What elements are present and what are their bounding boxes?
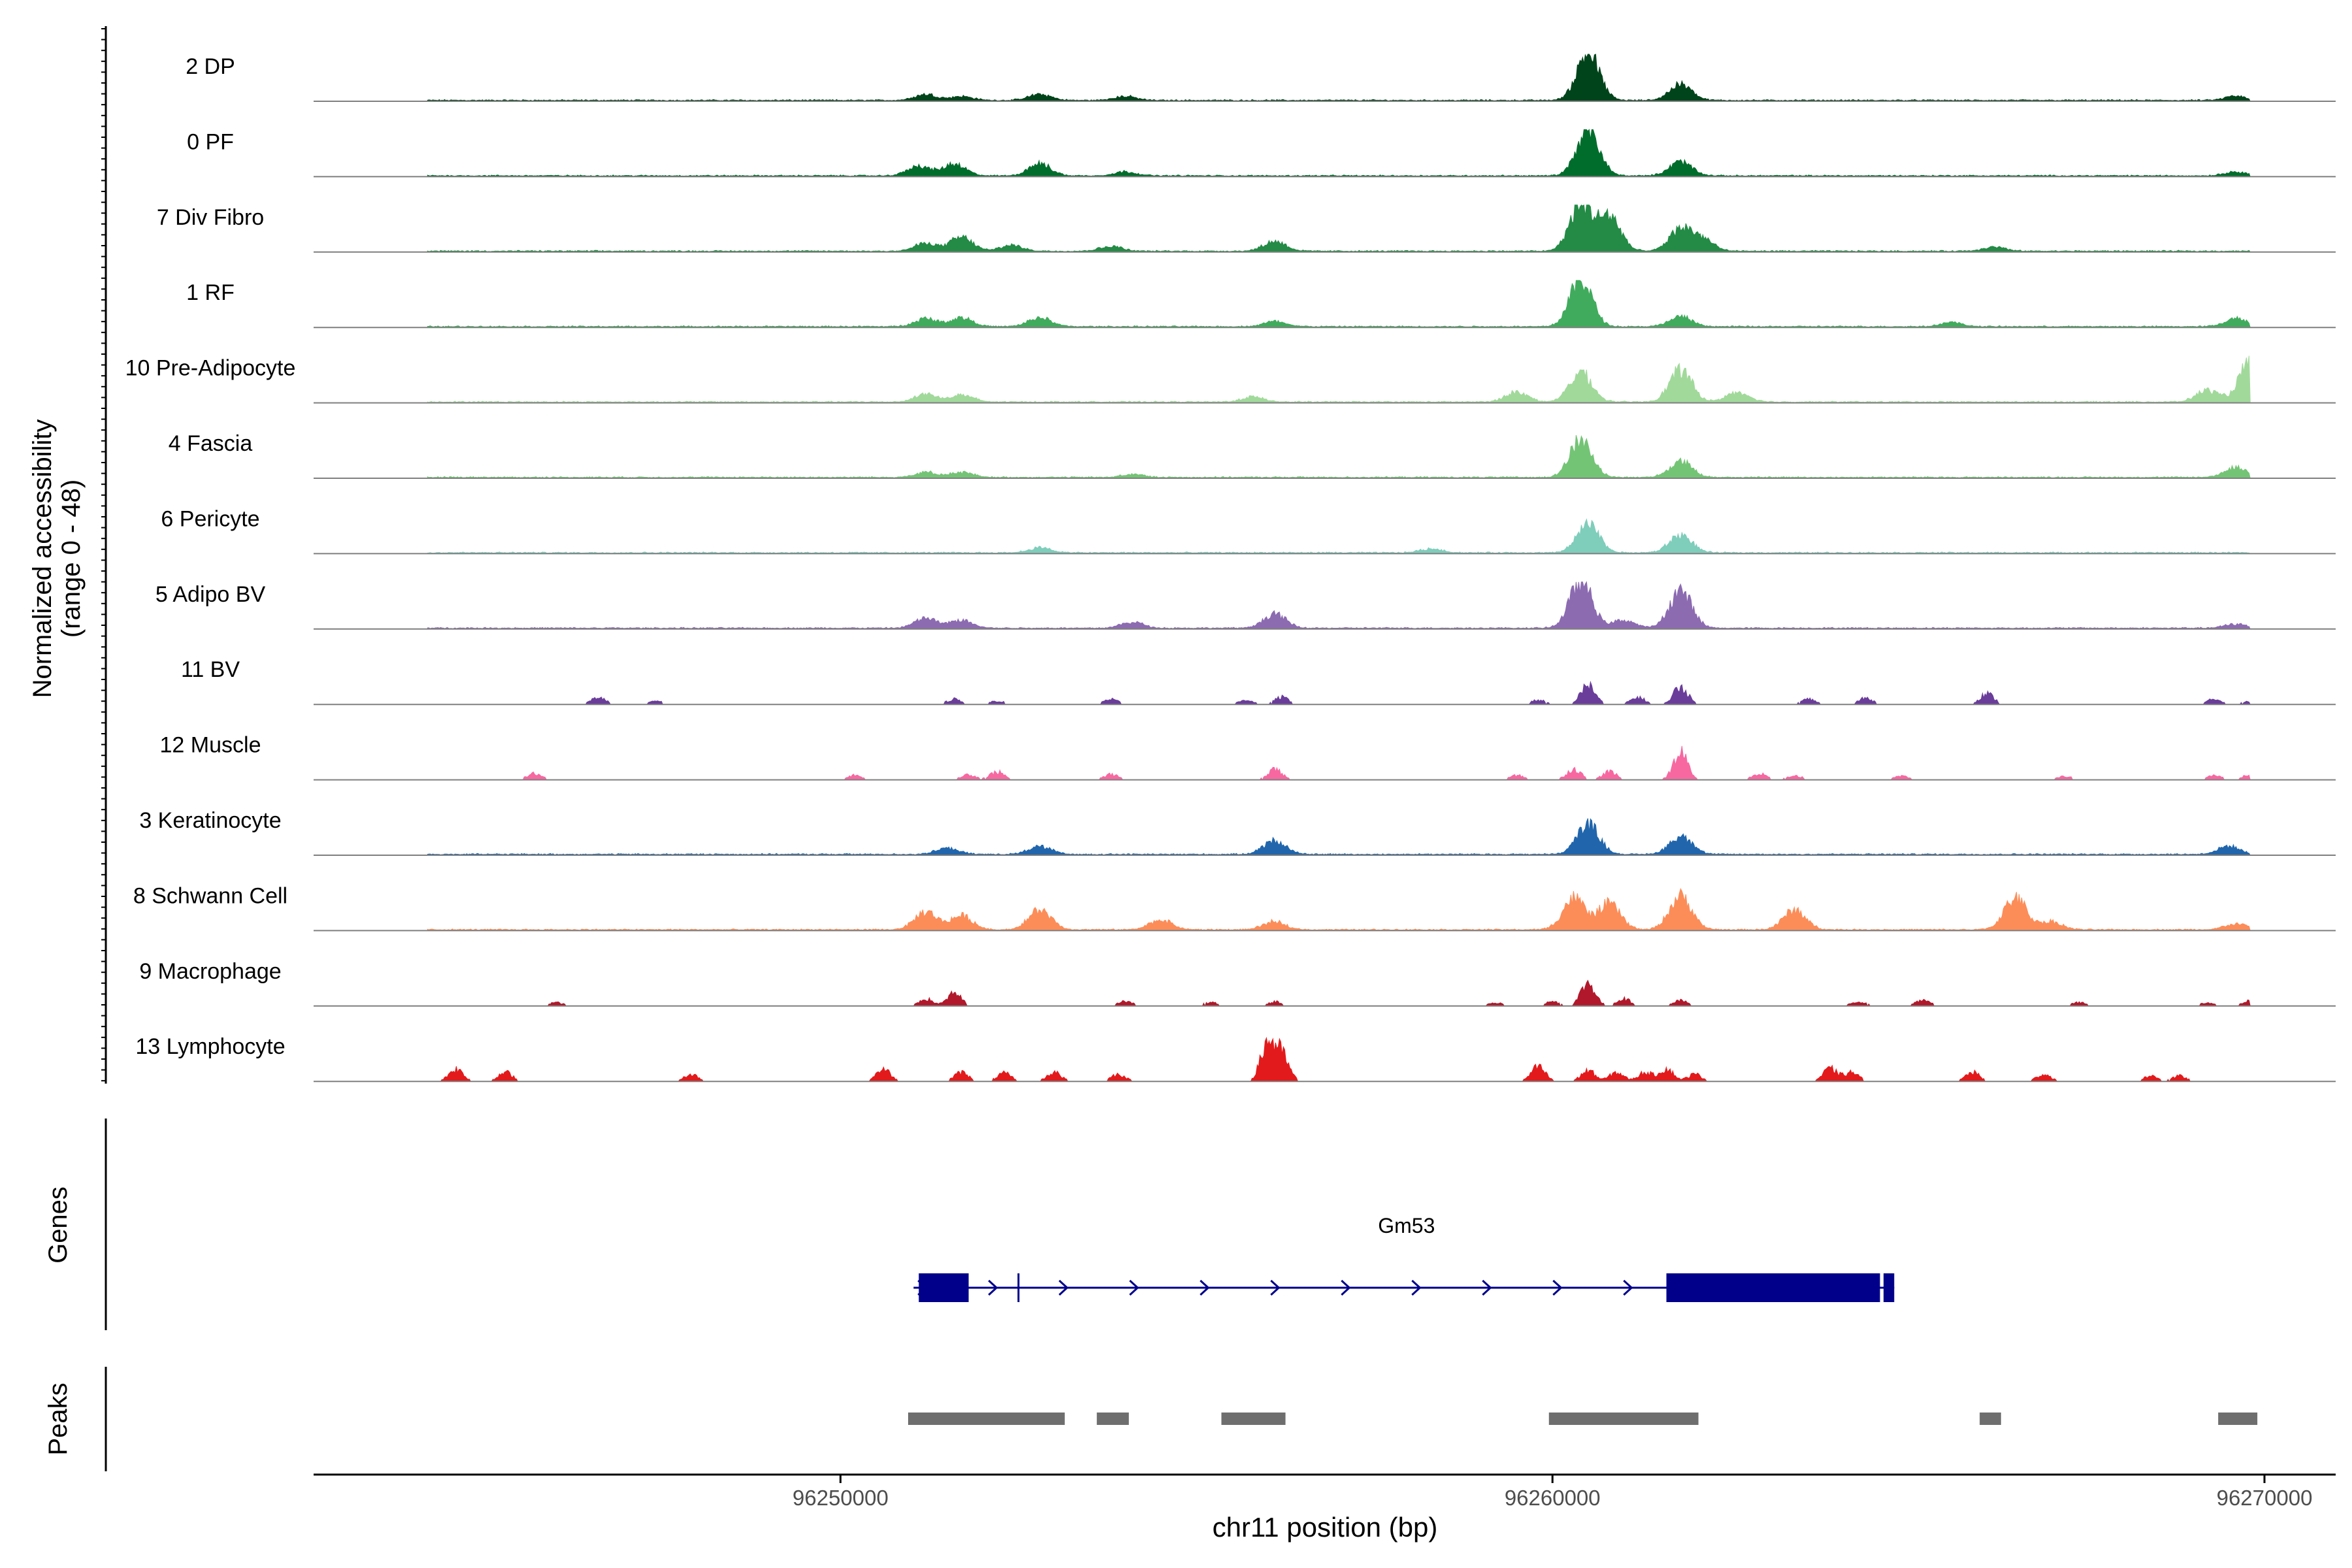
coverage-area xyxy=(427,818,2251,856)
track-label: 5 Adipo BV xyxy=(155,582,266,607)
track-12-muscle: 12 Muscle xyxy=(160,733,2336,781)
peaks-panel-label: Peaks xyxy=(44,1382,73,1455)
track-3-keratinocyte: 3 Keratinocyte xyxy=(139,808,2336,856)
genes-panel-label: Genes xyxy=(44,1186,73,1264)
track-label: 4 Fascia xyxy=(169,431,253,456)
peak-region xyxy=(907,1413,1065,1425)
strand-arrow xyxy=(988,1279,998,1296)
coverage-area xyxy=(427,888,2251,931)
genes-panel: Gm53 xyxy=(105,1119,1895,1330)
gene-exon xyxy=(1883,1273,1895,1302)
track-11-bv: 11 BV xyxy=(181,657,2336,706)
strand-arrow xyxy=(1552,1279,1563,1296)
track-label: 8 Schwann Cell xyxy=(133,883,287,908)
track-label: 6 Pericyte xyxy=(161,506,259,531)
coverage-area xyxy=(427,280,2251,328)
coverage-area xyxy=(427,581,2251,630)
coverage-area xyxy=(427,434,2251,479)
strand-arrow xyxy=(1623,1279,1633,1296)
track-label: 1 RF xyxy=(186,280,235,305)
x-axis: 96250000 96260000 96270000 xyxy=(314,1473,2336,1510)
track-0-pf: 0 PF xyxy=(187,129,2336,178)
strand-arrow xyxy=(1129,1279,1139,1296)
strand-arrow xyxy=(1411,1279,1422,1296)
peak-region xyxy=(1096,1413,1129,1425)
gene-exon xyxy=(919,1273,969,1302)
y-axis-sublabel: (range 0 - 48) xyxy=(57,480,86,638)
coverage-tracks: 2 DP 0 PF 7 Div Fibro 1 RF 10 Pre-Adipocyte 4… xyxy=(125,54,2336,1083)
track-2-dp: 2 DP xyxy=(186,54,2336,102)
peak-region xyxy=(2218,1413,2258,1425)
track-label: 2 DP xyxy=(186,54,235,79)
track-4-fascia: 4 Fascia xyxy=(169,431,2336,479)
x-axis-label: chr11 position (bp) xyxy=(1213,1512,1438,1543)
track-9-macrophage: 9 Macrophage xyxy=(139,959,2336,1007)
track-10-pre-adipocyte: 10 Pre-Adipocyte xyxy=(125,355,2336,404)
track-label: 9 Macrophage xyxy=(139,959,281,984)
track-label: 12 Muscle xyxy=(160,733,261,758)
track-label: 11 BV xyxy=(181,657,240,682)
track-8-schwann-cell: 8 Schwann Cell xyxy=(133,883,2336,932)
track-label: 3 Keratinocyte xyxy=(139,808,281,833)
strand-arrow xyxy=(1482,1279,1492,1296)
strand-arrow xyxy=(1200,1279,1210,1296)
gene-label: Gm53 xyxy=(1378,1214,1435,1237)
gene-exon xyxy=(1666,1273,1880,1302)
coverage-area xyxy=(427,129,2251,177)
x-tick-label: 96270000 xyxy=(2217,1486,2313,1510)
track-7-div-fibro: 7 Div Fibro xyxy=(157,204,2336,253)
peak-region xyxy=(1980,1413,2001,1425)
peaks-panel xyxy=(105,1367,2258,1471)
track-label: 0 PF xyxy=(187,129,234,154)
strand-arrow xyxy=(1058,1279,1069,1296)
strand-arrow xyxy=(1341,1279,1351,1296)
y-axis-label: Normalized accessibility xyxy=(28,419,57,698)
peak-region xyxy=(1221,1413,1286,1425)
x-tick-label: 96250000 xyxy=(792,1486,889,1510)
track-label: 13 Lymphocyte xyxy=(135,1034,285,1059)
peak-region xyxy=(1548,1413,1699,1425)
track-6-pericyte: 6 Pericyte xyxy=(161,506,2336,555)
track-label: 10 Pre-Adipocyte xyxy=(125,356,296,381)
y-axis xyxy=(101,26,107,1084)
track-1-rf: 1 RF xyxy=(186,280,2336,329)
coverage-area xyxy=(427,355,2251,404)
coverage-area xyxy=(427,518,2252,554)
coverage-area xyxy=(427,54,2251,102)
track-13-lymphocyte: 13 Lymphocyte xyxy=(135,1034,2336,1083)
x-tick-label: 96260000 xyxy=(1505,1486,1601,1510)
track-5-adipo-bv: 5 Adipo BV xyxy=(155,581,2336,630)
track-label: 7 Div Fibro xyxy=(157,205,264,230)
strand-arrow xyxy=(1270,1279,1281,1296)
